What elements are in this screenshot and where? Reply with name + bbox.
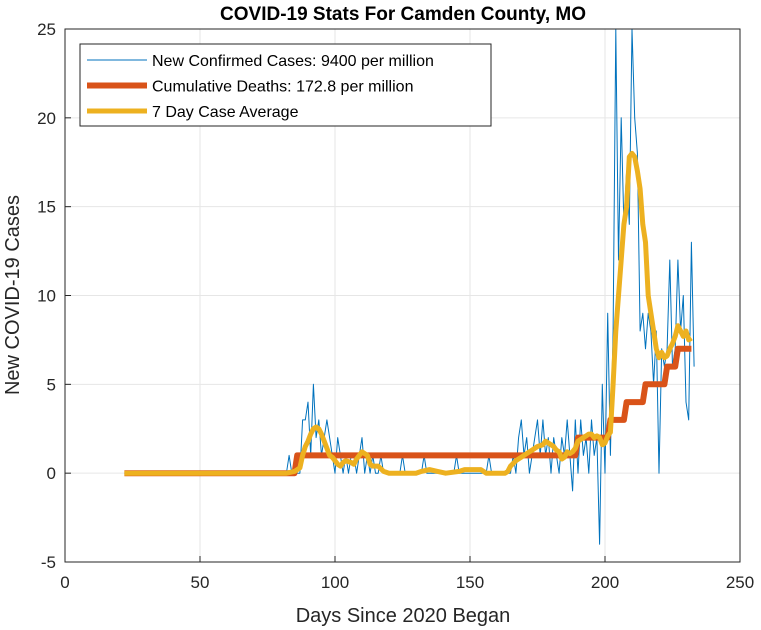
y-tick-label: 0 [47, 464, 56, 483]
x-tick-label: 150 [456, 573, 484, 592]
legend-label-1: Cumulative Deaths: 172.8 per million [152, 79, 413, 96]
x-tick-label: 0 [60, 573, 69, 592]
series-line-2 [124, 150, 693, 476]
x-tick-label: 50 [191, 573, 210, 592]
y-tick-label: -5 [41, 553, 56, 572]
legend: New Confirmed Cases: 9400 per million Cum… [79, 43, 492, 127]
y-tick-label: 10 [37, 287, 56, 306]
legend-box [79, 43, 492, 127]
y-tick-label: 25 [37, 20, 56, 39]
x-tick-label: 250 [726, 573, 754, 592]
y-tick-label: 15 [37, 198, 56, 217]
y-tick-label: 20 [37, 109, 56, 128]
x-axis-label: Days Since 2020 Began [296, 605, 511, 627]
y-tick-label: 5 [47, 375, 56, 394]
series-line-1 [124, 345, 692, 477]
x-tick-label: 100 [321, 573, 349, 592]
legend-label-2: 7 Day Case Average [152, 104, 299, 121]
legend-label-0: New Confirmed Cases: 9400 per million [152, 53, 434, 70]
x-tick-label: 200 [591, 573, 619, 592]
y-axis-label: New COVID-19 Cases [2, 195, 24, 395]
chart-title: COVID-19 Stats For Camden County, MO [220, 4, 586, 25]
plot-area [124, 29, 695, 545]
